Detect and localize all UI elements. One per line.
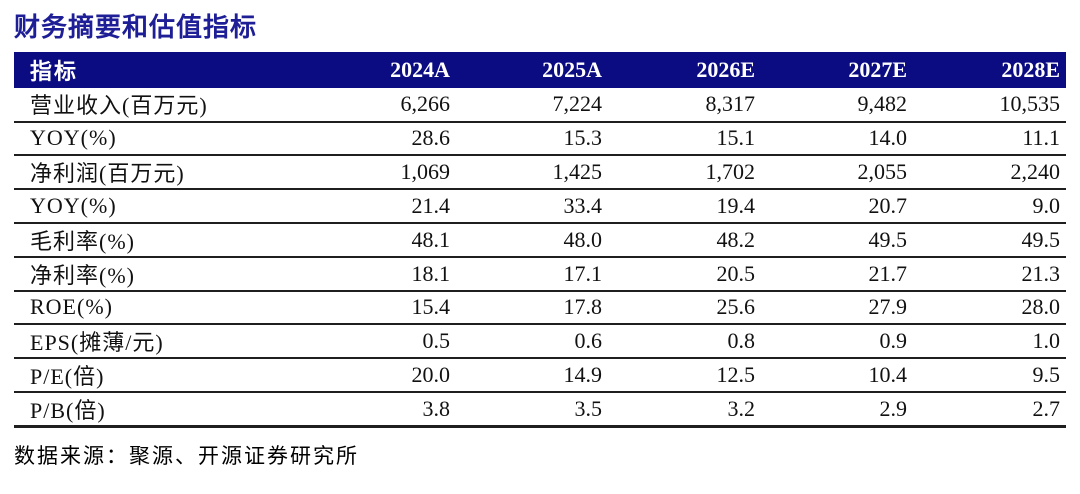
row-value: 17.8 xyxy=(456,290,608,325)
row-value: 33.4 xyxy=(456,189,608,224)
page-title: 财务摘要和估值指标 xyxy=(14,13,258,42)
row-label: YOY(%) xyxy=(14,121,304,156)
row-label: EPS(摊薄/元) xyxy=(14,324,304,359)
row-value: 7,224 xyxy=(456,88,608,123)
row-value: 8,317 xyxy=(608,88,761,123)
row-value: 0.8 xyxy=(608,324,761,359)
row-value: 0.9 xyxy=(761,324,913,359)
row-value: 19.4 xyxy=(608,189,761,224)
table-body: 营业收入(百万元) 6,266 7,224 8,317 9,482 10,535 YOY(%… xyxy=(14,88,1066,428)
row-value: 21.7 xyxy=(761,256,913,292)
financial-summary-table: 指标 2024A 2025A 2026E 2027E 2028E 营业收入(百万… xyxy=(14,52,1066,428)
row-value: 20.7 xyxy=(761,189,913,224)
row-value: 2.7 xyxy=(913,392,1066,428)
table-header: 指标 2024A 2025A 2026E 2027E 2028E xyxy=(14,52,1066,88)
row-label: 毛利率(%) xyxy=(14,222,304,258)
row-value: 28.0 xyxy=(913,290,1066,325)
row-value: 15.4 xyxy=(304,290,456,325)
row-value: 1.0 xyxy=(913,324,1066,359)
row-value: 10.4 xyxy=(761,358,913,393)
row-value: 2.9 xyxy=(761,392,913,428)
table-row: ROE(%) 15.4 17.8 25.6 27.9 28.0 xyxy=(14,290,1066,325)
column-header-metric: 指标 xyxy=(14,52,304,88)
row-value: 49.5 xyxy=(761,222,913,258)
row-value: 0.6 xyxy=(456,324,608,359)
row-label: ROE(%) xyxy=(14,290,304,325)
row-value: 15.3 xyxy=(456,121,608,156)
column-header-2025a: 2025A xyxy=(456,52,608,88)
row-value: 1,425 xyxy=(456,155,608,190)
row-label: P/E(倍) xyxy=(14,358,304,393)
row-value: 15.1 xyxy=(608,121,761,156)
table-header-row: 指标 2024A 2025A 2026E 2027E 2028E xyxy=(14,52,1066,88)
row-value: 1,069 xyxy=(304,155,456,190)
row-label: 净利润(百万元) xyxy=(14,155,304,190)
table-row: P/B(倍) 3.8 3.5 3.2 2.9 2.7 xyxy=(14,392,1066,428)
row-value: 9.0 xyxy=(913,189,1066,224)
column-header-2026e: 2026E xyxy=(608,52,761,88)
row-value: 14.9 xyxy=(456,358,608,393)
row-value: 9,482 xyxy=(761,88,913,123)
table-row: 净利率(%) 18.1 17.1 20.5 21.7 21.3 xyxy=(14,256,1066,292)
row-label: YOY(%) xyxy=(14,189,304,224)
table-row: EPS(摊薄/元) 0.5 0.6 0.8 0.9 1.0 xyxy=(14,324,1066,359)
row-value: 27.9 xyxy=(761,290,913,325)
row-value: 3.8 xyxy=(304,392,456,428)
row-value: 20.5 xyxy=(608,256,761,292)
table-row: YOY(%) 28.6 15.3 15.1 14.0 11.1 xyxy=(14,121,1066,156)
column-header-2024a: 2024A xyxy=(304,52,456,88)
row-value: 28.6 xyxy=(304,121,456,156)
row-value: 21.3 xyxy=(913,256,1066,292)
column-header-2027e: 2027E xyxy=(761,52,913,88)
row-value: 6,266 xyxy=(304,88,456,123)
row-value: 20.0 xyxy=(304,358,456,393)
row-value: 3.5 xyxy=(456,392,608,428)
column-header-2028e: 2028E xyxy=(913,52,1066,88)
table-row: 毛利率(%) 48.1 48.0 48.2 49.5 49.5 xyxy=(14,222,1066,258)
row-value: 2,055 xyxy=(761,155,913,190)
row-value: 18.1 xyxy=(304,256,456,292)
row-value: 49.5 xyxy=(913,222,1066,258)
row-value: 0.5 xyxy=(304,324,456,359)
table-row: P/E(倍) 20.0 14.9 12.5 10.4 9.5 xyxy=(14,358,1066,393)
row-value: 21.4 xyxy=(304,189,456,224)
row-label: 营业收入(百万元) xyxy=(14,88,304,123)
row-value: 25.6 xyxy=(608,290,761,325)
row-value: 2,240 xyxy=(913,155,1066,190)
row-value: 12.5 xyxy=(608,358,761,393)
row-value: 1,702 xyxy=(608,155,761,190)
table-row: YOY(%) 21.4 33.4 19.4 20.7 9.0 xyxy=(14,189,1066,224)
row-value: 48.2 xyxy=(608,222,761,258)
table-row: 净利润(百万元) 1,069 1,425 1,702 2,055 2,240 xyxy=(14,155,1066,190)
row-value: 17.1 xyxy=(456,256,608,292)
report-snippet: 财务摘要和估值指标 指标 2024A 2025A 2026E 2027E 202… xyxy=(0,13,1080,494)
row-value: 11.1 xyxy=(913,121,1066,156)
row-value: 48.1 xyxy=(304,222,456,258)
data-source-note: 数据来源：聚源、开源证券研究所 xyxy=(14,444,359,468)
row-label: 净利率(%) xyxy=(14,256,304,292)
row-value: 3.2 xyxy=(608,392,761,428)
row-value: 9.5 xyxy=(913,358,1066,393)
row-label: P/B(倍) xyxy=(14,392,304,428)
row-value: 10,535 xyxy=(913,88,1066,123)
row-value: 14.0 xyxy=(761,121,913,156)
row-value: 48.0 xyxy=(456,222,608,258)
table-row: 营业收入(百万元) 6,266 7,224 8,317 9,482 10,535 xyxy=(14,88,1066,123)
